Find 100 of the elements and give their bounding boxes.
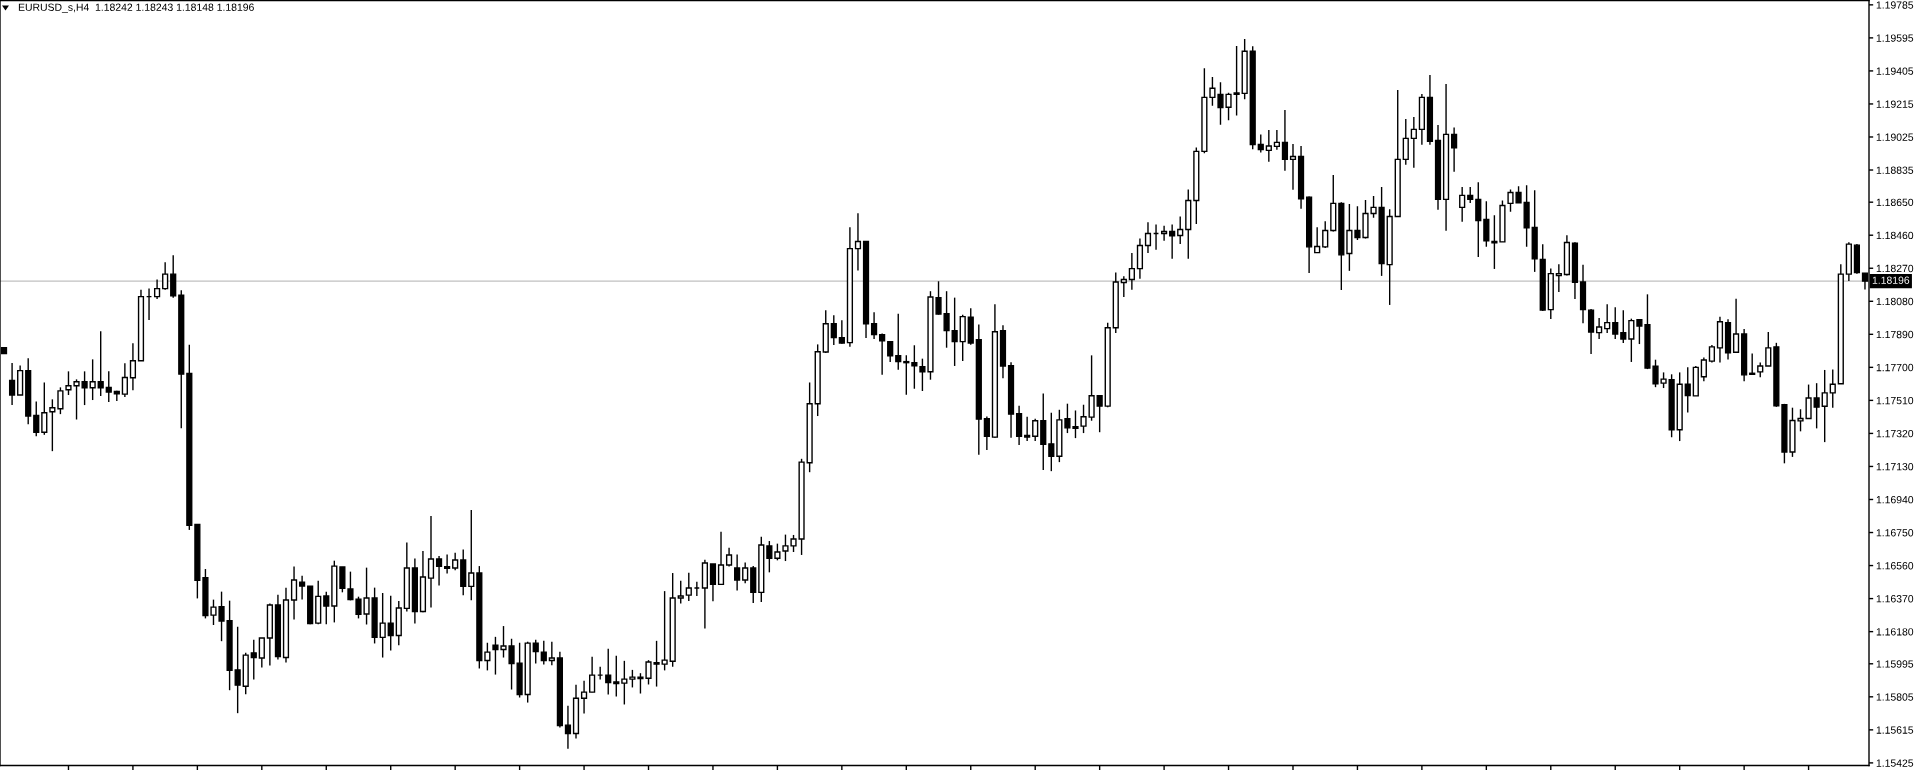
candlestick [468, 509, 475, 602]
y-tick-label: 1.17510 [1876, 396, 1914, 405]
candlestick [1555, 263, 1562, 293]
candlestick [290, 565, 298, 621]
candlestick [887, 340, 894, 363]
y-tick-label: 1.19025 [1876, 133, 1914, 141]
candlestick [89, 358, 96, 401]
candlestick [621, 660, 628, 706]
y-tick-label: 1.17130 [1876, 462, 1914, 471]
candlestick [1136, 237, 1144, 280]
candlestick [250, 639, 257, 681]
y-tick-label: 1.16940 [1876, 495, 1914, 504]
candlestick [1700, 356, 1707, 382]
candlestick [1475, 181, 1482, 258]
candlestick [129, 342, 137, 391]
candlestick [911, 344, 918, 390]
candlestick [1032, 418, 1039, 442]
candlestick [742, 561, 749, 584]
candlestick [564, 705, 572, 750]
candlestick [1628, 317, 1635, 363]
ref-line-label: 1.18196 [1872, 276, 1910, 284]
candlestick [830, 314, 837, 346]
y-tick-label: 1.15425 [1876, 759, 1914, 767]
candlestick [258, 637, 265, 669]
y-tick-label: 1.16370 [1876, 595, 1914, 603]
candlestick [1273, 129, 1280, 151]
candlestick [766, 540, 773, 574]
candlestick [589, 656, 596, 693]
y-tick-label: 1.19785 [1876, 1, 1914, 9]
candlestick [709, 563, 717, 603]
candlestick [1596, 317, 1603, 340]
candlestick [903, 354, 910, 396]
candlestick [1015, 405, 1023, 446]
y-tick-label: 1.16750 [1876, 529, 1914, 537]
candlestick [838, 319, 845, 345]
candlestick [162, 261, 169, 291]
candlestick [870, 311, 878, 340]
candlestick [725, 546, 733, 568]
candlestick [1096, 394, 1103, 433]
candlestick [33, 400, 40, 437]
candlestick [734, 553, 741, 592]
candlestick [1257, 133, 1264, 154]
y-tick-label: 1.19405 [1876, 67, 1914, 75]
candlestick [49, 398, 56, 452]
candlestick [57, 386, 64, 415]
candlestick [613, 655, 620, 698]
y-tick-label: 1.18270 [1876, 264, 1914, 273]
candlestick [427, 515, 435, 609]
candlestick [1281, 109, 1289, 172]
candlestick [387, 594, 394, 652]
candlestick [1402, 118, 1409, 166]
candlestick [1749, 352, 1756, 376]
candlestick [1829, 368, 1836, 409]
candlestick [339, 566, 346, 594]
candlestick [1410, 116, 1417, 169]
candlestick [1177, 215, 1184, 245]
chart-title: EURUSD_s,H4 1.18242 1.18243 1.18148 1.18196 [18, 3, 254, 13]
candlestick [1813, 382, 1820, 430]
candlestick [97, 330, 104, 397]
candlestick [379, 592, 386, 659]
candlestick [435, 555, 443, 587]
y-tick-label: 1.18835 [1876, 166, 1914, 174]
candlestick [153, 278, 161, 300]
y-tick-label: 1.15995 [1876, 660, 1914, 668]
y-tick-label: 1.18460 [1876, 231, 1914, 240]
candlestick [170, 254, 177, 299]
candlestick [443, 553, 451, 575]
y-tick-label: 1.18080 [1876, 297, 1914, 306]
candlestick [105, 370, 112, 403]
candlestick [1604, 303, 1611, 334]
candlestick [1169, 223, 1176, 260]
candlestick [1289, 143, 1297, 191]
candlestick [1144, 221, 1152, 254]
y-tick-label: 1.16180 [1876, 628, 1914, 636]
y-tick-label: 1.16560 [1876, 562, 1914, 570]
candlestick [298, 574, 306, 601]
candlestick [951, 296, 958, 367]
candlestick [323, 590, 330, 625]
candlestick [1732, 297, 1740, 353]
y-tick-label: 1.18650 [1876, 198, 1914, 207]
y-tick-label: 1.17700 [1876, 363, 1914, 372]
candlestick [1587, 308, 1595, 355]
candlestick [1346, 203, 1353, 272]
candlestick [234, 626, 241, 714]
y-tick-label: 1.15805 [1876, 693, 1914, 701]
candlestick [1459, 186, 1466, 223]
candlestick [8, 362, 16, 406]
candlestick [1451, 126, 1458, 173]
y-tick-label: 1.17890 [1876, 330, 1914, 339]
candlestick [580, 680, 588, 715]
y-tick-label: 1.19595 [1876, 34, 1914, 42]
candlestick [1160, 225, 1168, 242]
candlestick [532, 639, 539, 665]
candlestick [677, 579, 684, 605]
candlestick [1314, 226, 1321, 254]
candlestick [1684, 366, 1691, 414]
candlestick [548, 641, 555, 666]
candlestick [1120, 275, 1127, 298]
candlestick [661, 590, 668, 672]
candlestick [1128, 252, 1135, 291]
